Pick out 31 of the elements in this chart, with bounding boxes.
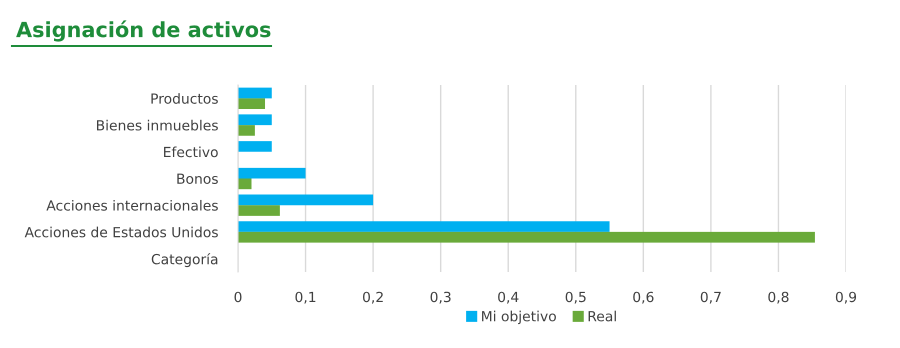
y-tick-label: Acciones internacionales [46,200,218,211]
x-tick-label: 0,3 [430,292,451,304]
legend-label: Real [588,310,616,322]
y-tick-label: Productos [151,93,218,104]
bar [238,178,252,190]
bar [238,98,266,110]
bar [238,168,306,178]
chart-title: Asignación de activos [16,20,270,42]
x-tick-label: 0,9 [836,292,856,304]
y-tick-label: Acciones de Estados Unidos [24,226,218,238]
bar [238,141,272,152]
x-tick-label: 0 [234,292,242,302]
y-tick-label: Efectivo [164,146,218,158]
x-tick-label: 0,6 [633,292,654,304]
y-tick-label: Categoría [152,253,218,268]
x-tick-label: 0,4 [498,292,518,304]
bar [238,125,255,136]
bar [238,114,272,126]
bar [238,205,280,216]
bar [238,194,374,206]
legend-label: Mi objetivo [482,310,556,324]
y-tick-label: Bienes inmuebles [96,120,218,131]
x-tick-label: 0,2 [362,292,383,304]
bar [238,221,610,232]
x-tick-label: 0,7 [700,292,721,304]
x-tick-label: 0,5 [566,292,586,304]
bar [238,232,815,243]
x-tick-label: 0,1 [295,292,316,304]
x-tick-label: 0,8 [768,292,789,304]
y-tick-label: Bonos [177,174,218,184]
bar [238,88,272,98]
